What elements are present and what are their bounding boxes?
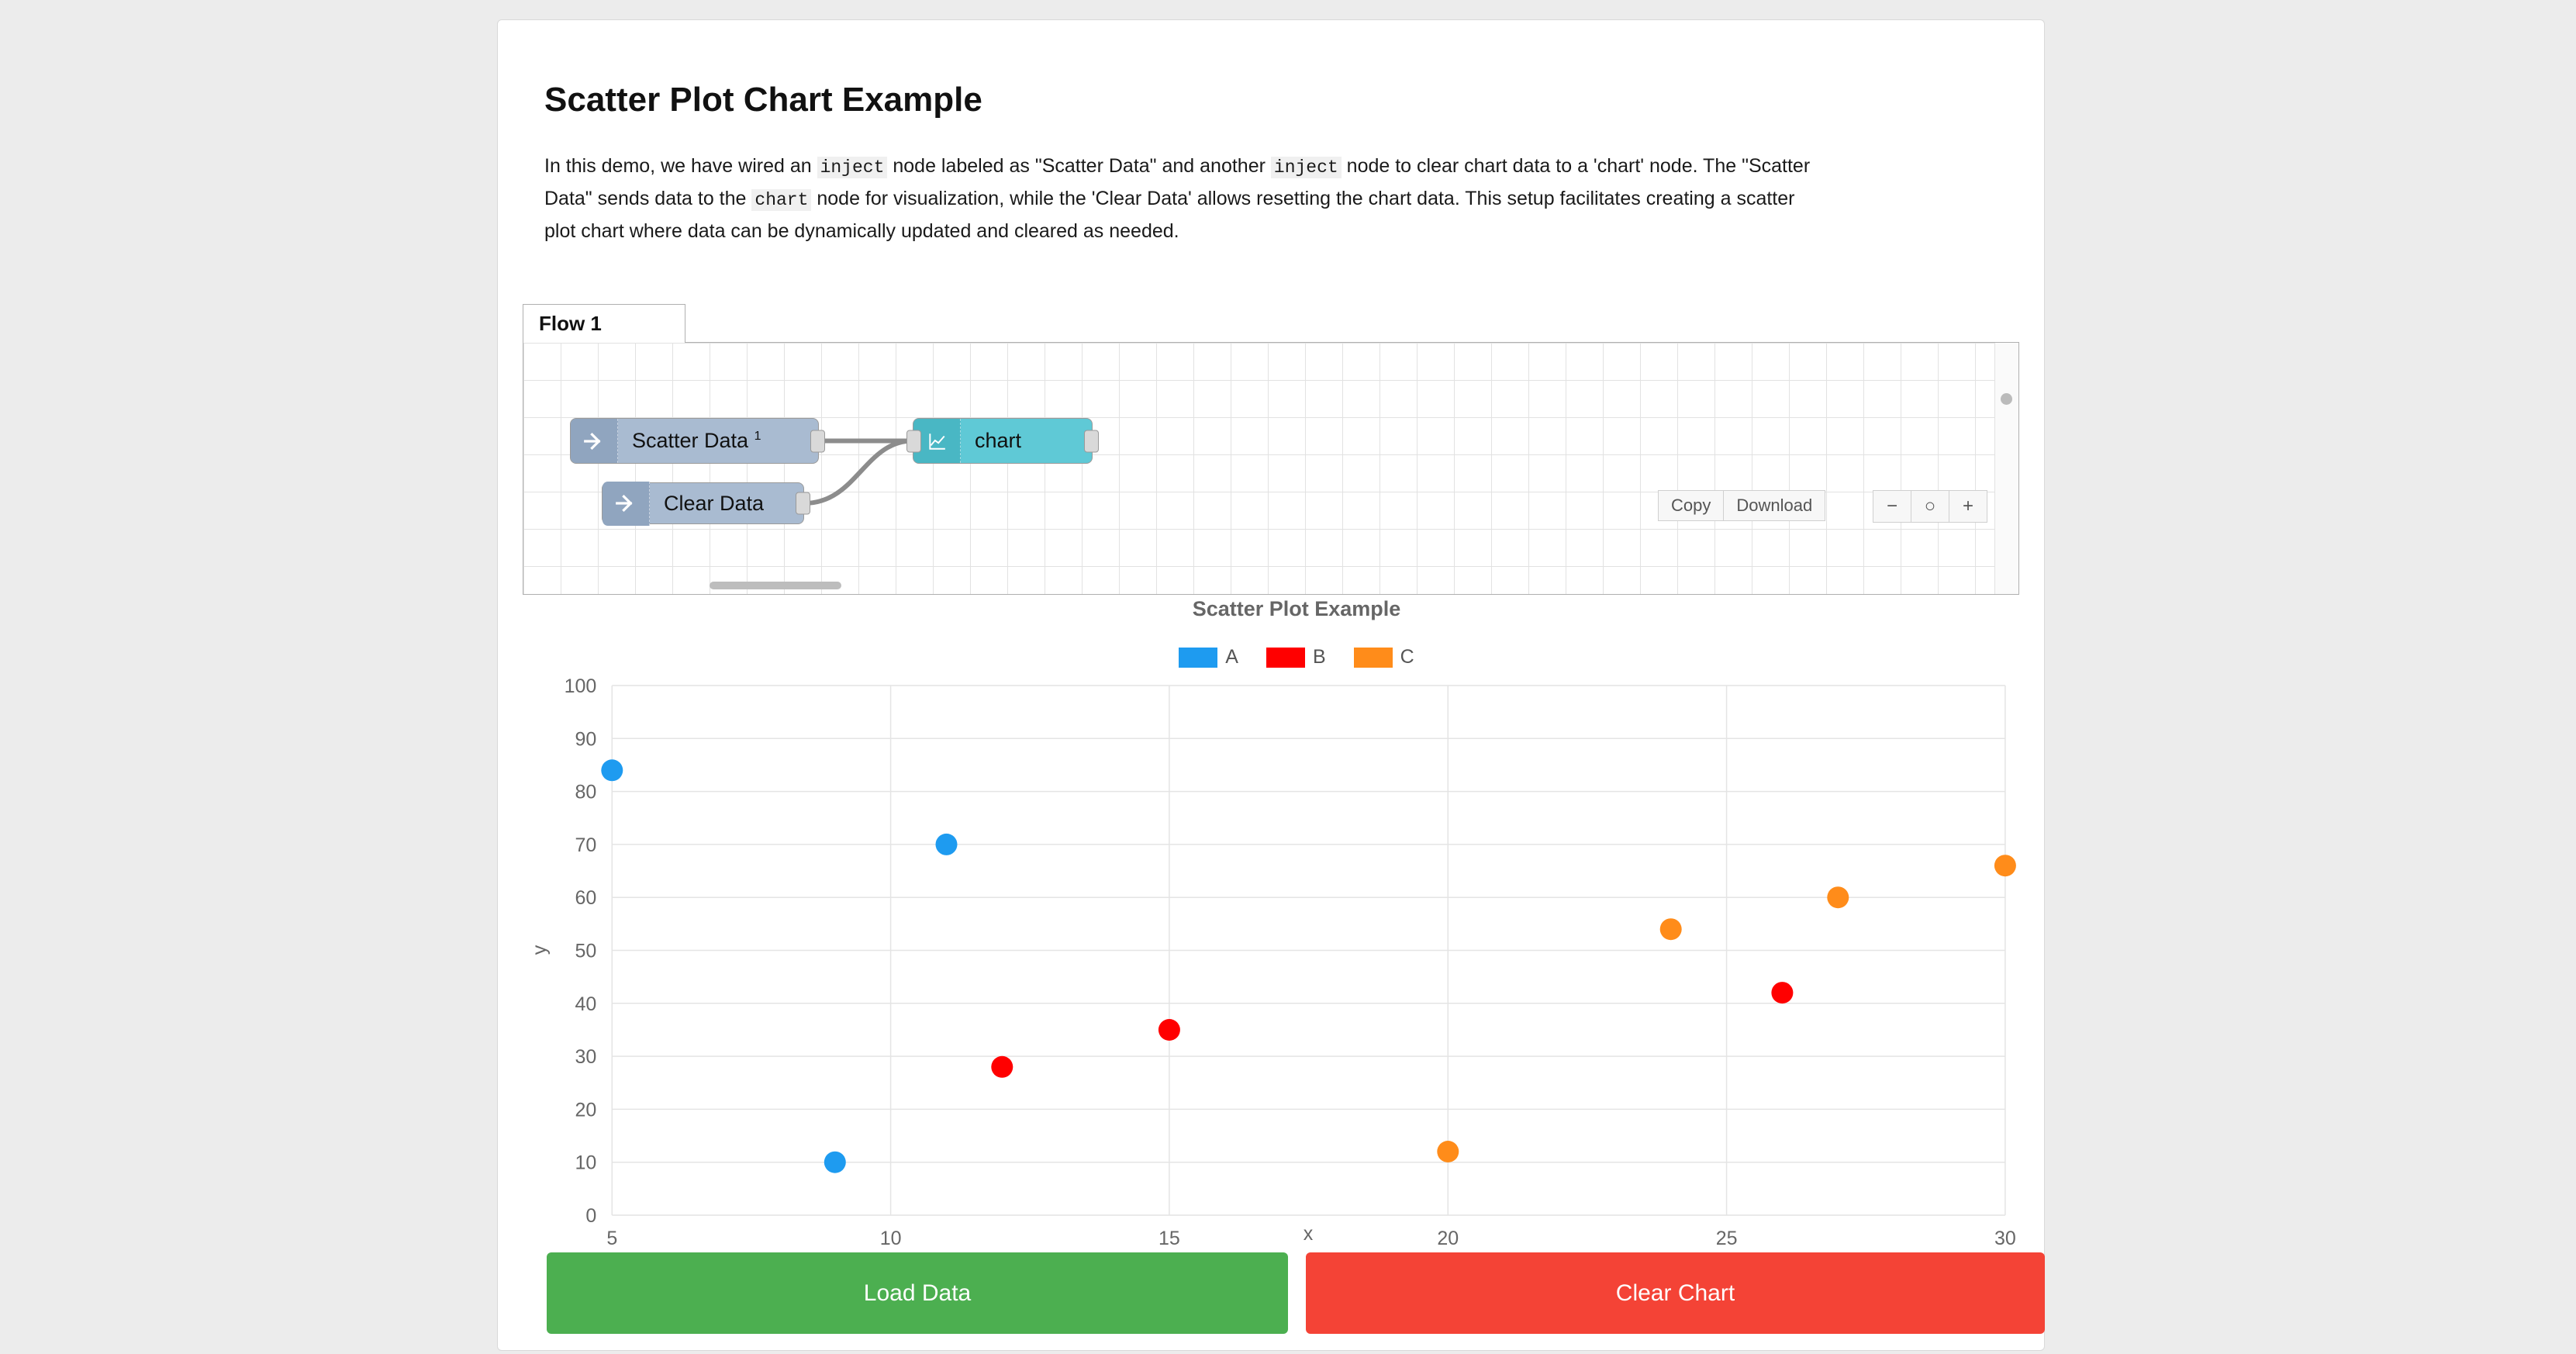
svg-text:10: 10 [880,1228,902,1249]
svg-text:x: x [1304,1223,1314,1245]
svg-text:40: 40 [575,993,596,1015]
svg-text:80: 80 [575,782,596,803]
svg-text:y: y [529,945,551,955]
svg-text:20: 20 [1437,1228,1459,1249]
svg-text:30: 30 [575,1046,596,1068]
svg-text:0: 0 [585,1205,596,1227]
svg-text:20: 20 [575,1099,596,1121]
svg-text:10: 10 [575,1152,596,1174]
svg-text:30: 30 [1994,1228,2016,1249]
svg-text:25: 25 [1716,1228,1738,1249]
svg-text:15: 15 [1159,1228,1180,1249]
svg-text:90: 90 [575,728,596,750]
svg-text:100: 100 [565,675,597,697]
svg-text:70: 70 [575,834,596,856]
svg-text:60: 60 [575,887,596,909]
svg-text:50: 50 [575,941,596,962]
svg-text:5: 5 [606,1228,617,1249]
